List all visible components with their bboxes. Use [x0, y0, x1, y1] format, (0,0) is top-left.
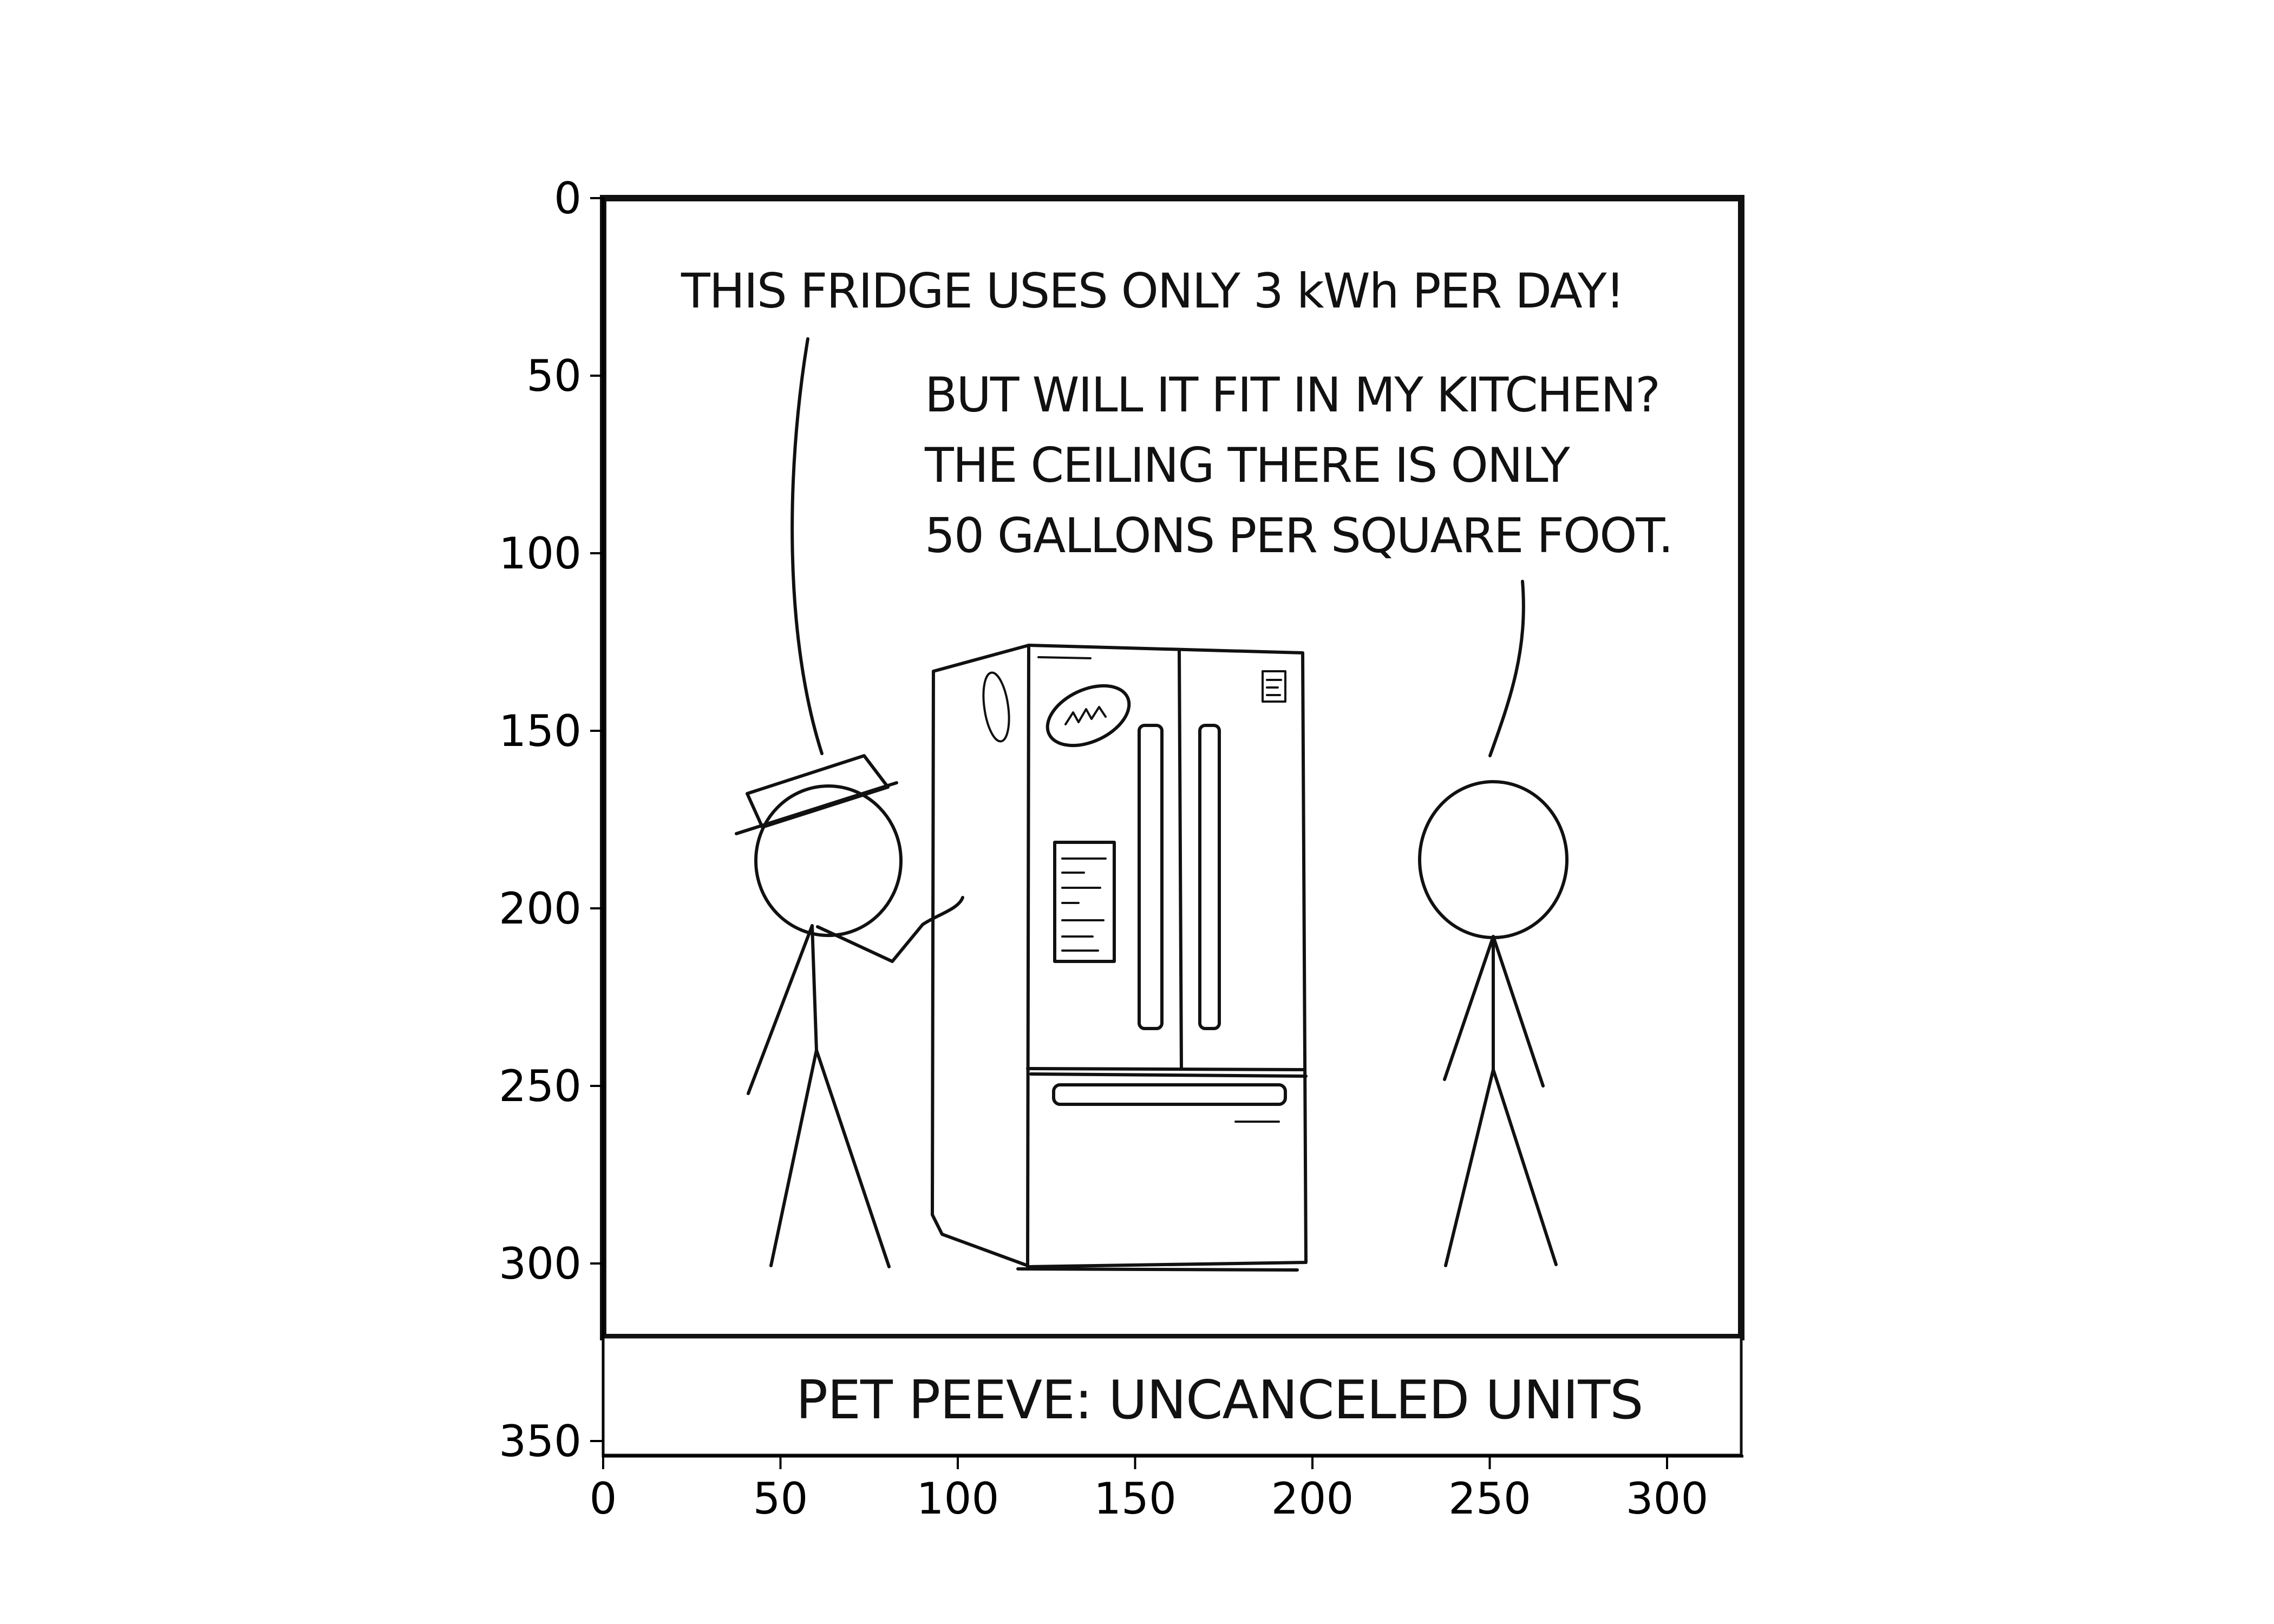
- speech-bubble-seller: THIS FRIDGE USES ONLY 3 kWh PER DAY!: [681, 263, 1624, 319]
- speech-bubble-customer-line-3: 50 GALLONS PER SQUARE FOOT.: [925, 508, 1672, 564]
- x-tick-label: 250: [1448, 1474, 1531, 1524]
- comic-image: THIS FRIDGE USES ONLY 3 kWh PER DAY! BUT…: [600, 195, 1744, 1457]
- y-tick-label: 50: [526, 351, 581, 401]
- salesman-figure: [735, 754, 964, 1268]
- x-tick-label: 100: [917, 1474, 999, 1524]
- speech-bubble-customer-line-1: BUT WILL IT FIT IN MY KITCHEN?: [925, 367, 1659, 423]
- x-tick-label: 50: [753, 1474, 808, 1524]
- y-axis-ticks: 0 50 100 150 200 250 300 350: [499, 173, 603, 1466]
- x-axis-ticks: 0 50 100 150 200 250 300: [590, 1456, 1709, 1524]
- axes: 0 50 100 150 200 250 300 0 50 100 150 200 250 300 350: [499, 173, 1743, 1524]
- y-tick-label: 150: [499, 706, 581, 756]
- x-tick-label: 0: [590, 1474, 617, 1524]
- y-tick-label: 0: [554, 173, 581, 224]
- comic-caption: PET PEEVE: UNCANCELED UNITS: [796, 1370, 1643, 1431]
- y-tick-label: 350: [499, 1416, 581, 1466]
- x-tick-label: 200: [1271, 1474, 1354, 1524]
- x-tick-label: 150: [1094, 1474, 1177, 1524]
- y-tick-label: 100: [499, 528, 581, 579]
- y-tick-label: 300: [499, 1239, 581, 1289]
- x-tick-label: 300: [1626, 1474, 1709, 1524]
- customer-figure: [1418, 780, 1569, 1267]
- y-tick-label: 250: [499, 1061, 581, 1111]
- refrigerator: [931, 644, 1308, 1272]
- y-tick-label: 200: [499, 883, 581, 934]
- speech-bubble-customer-line-2: THE CEILING THERE IS ONLY: [924, 437, 1570, 493]
